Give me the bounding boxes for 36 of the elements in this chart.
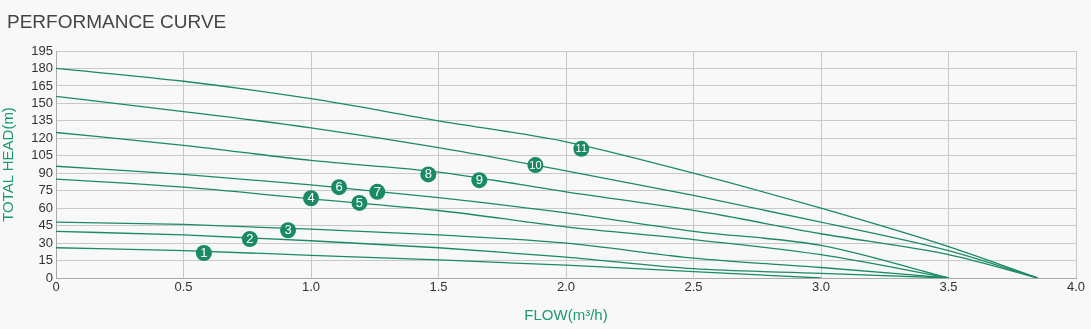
x-tick-label: 2.0 bbox=[556, 279, 576, 295]
annotation: 7 bbox=[373, 183, 381, 199]
annotation: 3 bbox=[284, 222, 292, 238]
x-axis-title: FLOW(m³/h) bbox=[524, 306, 608, 324]
annotation: 9 bbox=[475, 172, 483, 188]
y-tick-label: 150 bbox=[31, 94, 53, 110]
y-tick-label: 135 bbox=[31, 112, 53, 128]
chart-title: PERFORMANCE CURVE bbox=[6, 10, 228, 34]
y-tick-label: 90 bbox=[38, 164, 53, 180]
y-tick-label: 165 bbox=[31, 77, 53, 93]
y-tick-label: 0 bbox=[45, 269, 53, 285]
annotation: 6 bbox=[335, 179, 343, 195]
y-tick-label: 45 bbox=[38, 217, 53, 233]
x-tick-label: 3.0 bbox=[811, 279, 831, 295]
y-axis-title: TOTAL HEAD(m) bbox=[0, 107, 17, 222]
y-tick-label: 75 bbox=[38, 182, 53, 198]
annotation: 5 bbox=[355, 194, 364, 210]
annotation: 11 bbox=[575, 142, 588, 155]
y-tick-label: 30 bbox=[38, 234, 53, 250]
y-tick-label: 195 bbox=[31, 42, 53, 58]
x-tick-label: 3.5 bbox=[939, 279, 958, 295]
y-tick-label: 105 bbox=[31, 147, 53, 163]
y-tick-label: 120 bbox=[31, 129, 53, 145]
x-tick-label: 1.5 bbox=[429, 279, 448, 295]
annotation: 2 bbox=[246, 231, 254, 247]
annotation: 10 bbox=[529, 158, 542, 171]
x-tick-label: 0.5 bbox=[174, 279, 193, 295]
x-tick-label: 1.0 bbox=[301, 279, 321, 295]
x-tick-label: 2.5 bbox=[684, 279, 703, 295]
annotation: 8 bbox=[424, 166, 432, 182]
y-tick-label: 15 bbox=[38, 252, 53, 268]
y-tick-label: 180 bbox=[31, 60, 53, 76]
y-tick-label: 60 bbox=[38, 199, 53, 215]
annotation: 4 bbox=[307, 190, 315, 206]
annotation: 1 bbox=[200, 245, 208, 261]
x-tick-label: 4.0 bbox=[1066, 279, 1086, 295]
